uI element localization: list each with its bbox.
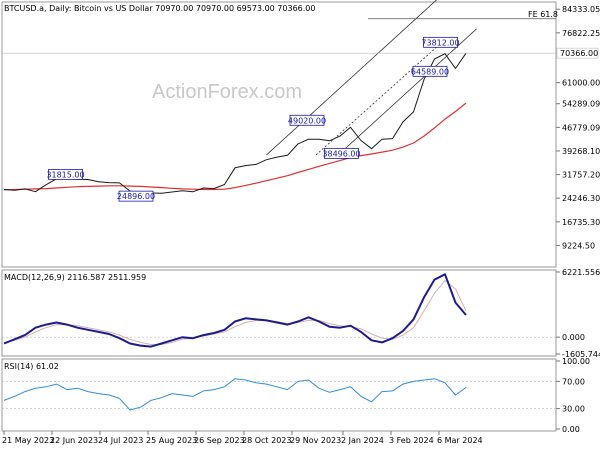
axes-layer: 84333.05 76822.25 61000.00 54289.09 46779.09… xyxy=(2,5,600,445)
x-tick-label: 26 Sep 2023 xyxy=(194,436,245,445)
x-tick-label: 2 Jan 2024 xyxy=(341,436,384,445)
price-tick-label: 24246.30 xyxy=(562,194,600,203)
x-tick-label: 21 May 2023 xyxy=(2,436,54,445)
price-annotation-box xyxy=(289,114,325,126)
price-tick-label: 31757.20 xyxy=(562,171,600,180)
price-annotation-box xyxy=(48,168,83,180)
x-tick-label: 28 Oct 2023 xyxy=(242,436,291,445)
macd-layer xyxy=(2,273,556,348)
price-annotation-label: 31815.00 xyxy=(46,170,84,179)
macd-panel-header: MACD(12,26,9) 2116.587 2511.959 xyxy=(4,273,146,282)
x-tick-label: 3 Feb 2024 xyxy=(389,436,434,445)
rsi-tick-label: 100.00 xyxy=(562,357,590,366)
price-annotation-label: 49020.00 xyxy=(288,116,326,125)
channel-lower-line xyxy=(339,28,477,154)
fib-level-label: FE 61.8 xyxy=(528,10,558,19)
rsi-panel[interactable] xyxy=(1,358,557,432)
rsi-line xyxy=(3,378,467,411)
macd-tick-label: -1605.744 xyxy=(562,350,600,359)
price-panel[interactable] xyxy=(1,1,557,268)
price-tick-label: 61000.00 xyxy=(562,79,600,88)
price-annotation-label: 73812.00 xyxy=(421,38,459,47)
projection-dotted-line xyxy=(315,42,443,156)
price-layer: FE 61.8 70366.00 31815.00 24896.00 49020.00 3… xyxy=(2,0,599,202)
price-tick-label: 84333.05 xyxy=(562,5,600,14)
price-annotation-label: 24896.00 xyxy=(117,192,155,201)
current-price-label: 70366.00 xyxy=(560,49,598,58)
x-tick-label: 25 Aug 2023 xyxy=(146,436,197,445)
price-annotation-box xyxy=(412,65,448,77)
price-annotation-label: 64589.00 xyxy=(411,67,449,76)
moving-average-line xyxy=(3,102,467,191)
watermark: ActionForex.com xyxy=(152,81,302,103)
rsi-panel-header: RSI(14) 61.02 xyxy=(4,362,59,371)
price-annotation-box xyxy=(118,190,154,202)
price-tick-label: 39268.10 xyxy=(562,147,600,156)
rsi-layer xyxy=(2,378,556,411)
price-tick-label: 54289.09 xyxy=(562,100,600,109)
price-annotation-label: 38496.00 xyxy=(322,149,360,158)
x-tick-label: 22 Jun 2023 xyxy=(50,436,98,445)
price-annotation-box xyxy=(423,36,458,48)
x-tick-label: 6 Mar 2024 xyxy=(437,436,483,445)
rsi-tick-label: 70.00 xyxy=(562,377,585,386)
price-panel-header: BTCUSD.a, Daily: Bitcoin vs US Dollar 70… xyxy=(4,4,315,13)
price-tick-label: 76822.25 xyxy=(562,29,600,38)
macd-tick-label: 6221.556 xyxy=(562,268,600,277)
x-tick-label: 29 Nov 2023 xyxy=(290,436,341,445)
rsi-tick-label: 30.00 xyxy=(562,405,585,414)
rsi-tick-label: 0.00 xyxy=(562,425,580,434)
price-tick-label: 16735.30 xyxy=(562,218,600,227)
price-tick-label: 46779.09 xyxy=(562,123,600,132)
macd-panel[interactable] xyxy=(1,269,557,357)
price-tick-label: 9224.50 xyxy=(562,241,595,250)
x-tick-label: 24 Jul 2023 xyxy=(98,436,143,445)
macd-tick-label: 0.000 xyxy=(562,333,585,342)
macd-line xyxy=(3,273,467,348)
current-price-box xyxy=(556,47,599,59)
price-annotation-box xyxy=(324,147,359,159)
